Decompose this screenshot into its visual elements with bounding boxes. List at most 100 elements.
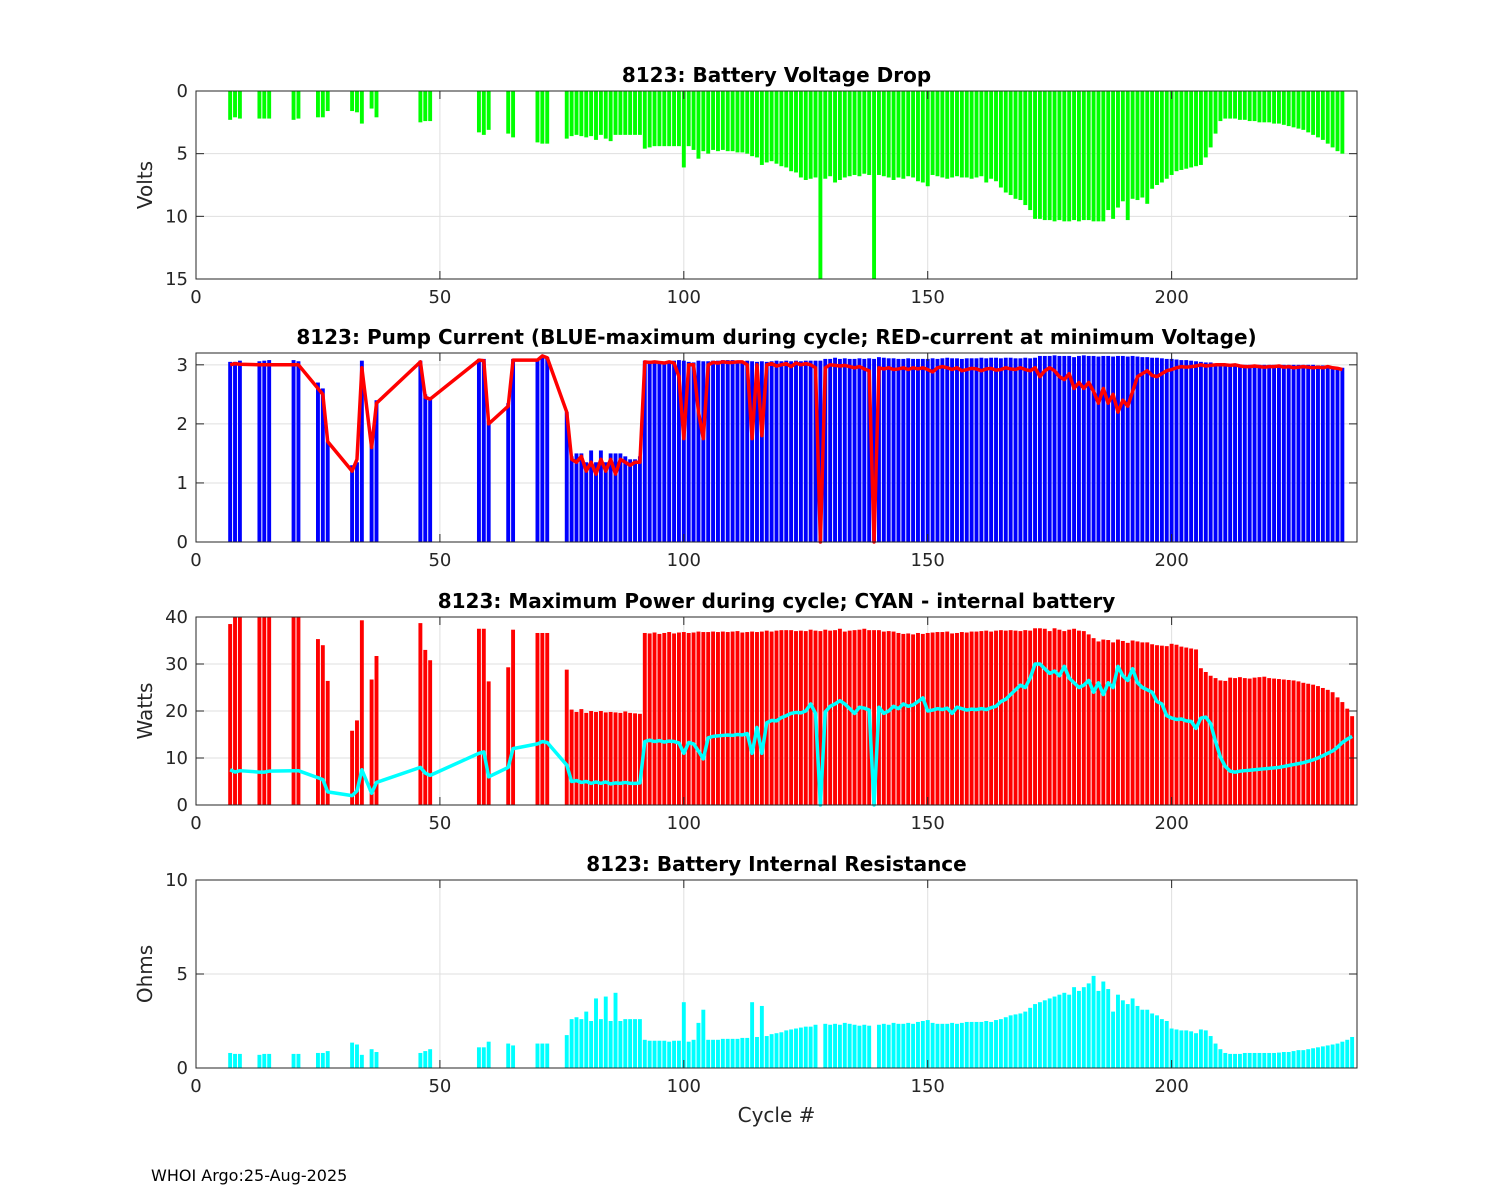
bar [1120, 91, 1125, 202]
bar [355, 91, 359, 113]
bar [369, 679, 374, 805]
bar [1086, 355, 1091, 542]
bar [589, 1021, 594, 1068]
bar [857, 629, 862, 805]
bar [720, 631, 725, 805]
bar [662, 91, 667, 147]
bar [759, 631, 764, 805]
bar [950, 1022, 955, 1068]
bar [989, 357, 994, 542]
bar [911, 91, 916, 178]
bar [1062, 91, 1067, 222]
bar [1013, 358, 1018, 542]
bar [1116, 994, 1120, 1068]
x-tick-label: 0 [190, 287, 201, 308]
bar [1130, 640, 1135, 805]
bar [794, 631, 798, 805]
bar [696, 91, 701, 159]
bar [945, 91, 950, 179]
bar [803, 631, 808, 805]
bar [1135, 641, 1140, 805]
bar [823, 358, 828, 542]
bar [691, 362, 696, 542]
x-tick-label: 200 [1154, 1076, 1188, 1097]
bar [1076, 990, 1081, 1068]
axes-box [195, 352, 1358, 543]
bar [1145, 1009, 1150, 1068]
bar [828, 91, 833, 177]
bar [1228, 91, 1233, 119]
bar [920, 358, 925, 542]
bar [428, 91, 433, 122]
bar [1076, 91, 1081, 222]
x-tick-label: 200 [1154, 287, 1188, 308]
bar [613, 992, 618, 1068]
bar [1111, 91, 1116, 219]
bar [872, 358, 877, 542]
chart-title: 8123: Pump Current (BLUE-maximum during … [296, 325, 1256, 349]
bar [745, 1037, 750, 1068]
bar [1062, 992, 1067, 1068]
bar [1052, 355, 1057, 542]
bar [750, 631, 755, 805]
bar [628, 712, 633, 805]
bar [1023, 1011, 1028, 1068]
bar [237, 360, 242, 542]
bar [1306, 1049, 1311, 1068]
bar [1330, 692, 1335, 805]
bar [1028, 1007, 1033, 1068]
bar [1008, 630, 1013, 805]
bar [1335, 91, 1340, 152]
bar [1164, 358, 1169, 542]
bar [1145, 357, 1150, 542]
bar [1150, 644, 1155, 805]
bar [1111, 642, 1116, 805]
bar [686, 632, 691, 805]
axes-box [195, 90, 1358, 280]
bar [1345, 1039, 1350, 1068]
bar [1213, 1043, 1218, 1068]
bar [350, 730, 355, 805]
bar [1203, 671, 1208, 805]
bar [374, 400, 379, 542]
bar [662, 361, 667, 542]
bar [1208, 362, 1213, 542]
bar [652, 361, 657, 542]
bar [540, 1043, 545, 1068]
bar [755, 632, 759, 805]
bar [594, 711, 598, 805]
bar [623, 456, 628, 542]
bar [1242, 1052, 1247, 1068]
bar [623, 711, 628, 805]
bar [511, 91, 516, 138]
bar [506, 91, 511, 134]
y-tick-label: 40 [165, 607, 188, 628]
bar [867, 358, 872, 542]
bar [911, 358, 916, 542]
bar [681, 91, 686, 168]
bar [667, 632, 672, 805]
bar [569, 709, 574, 805]
bar [876, 1024, 881, 1068]
bar [964, 358, 969, 542]
bar [1003, 91, 1008, 193]
bar [535, 632, 540, 805]
bar [852, 630, 857, 805]
bar [764, 630, 769, 805]
bar [1155, 357, 1159, 542]
bar [1052, 996, 1057, 1068]
bar [764, 1036, 769, 1068]
bar [1174, 1029, 1179, 1068]
bar [833, 91, 837, 183]
bar [896, 632, 901, 805]
bar [1155, 91, 1159, 185]
y-tick-label: 20 [165, 701, 188, 722]
x-tick-label: 150 [911, 550, 945, 571]
bar [847, 91, 852, 177]
bar [1067, 91, 1072, 222]
bar [1223, 364, 1228, 542]
bar [598, 1019, 603, 1068]
bar [1291, 1051, 1296, 1068]
bar [579, 1019, 584, 1068]
y-tick-label: 30 [165, 654, 188, 675]
